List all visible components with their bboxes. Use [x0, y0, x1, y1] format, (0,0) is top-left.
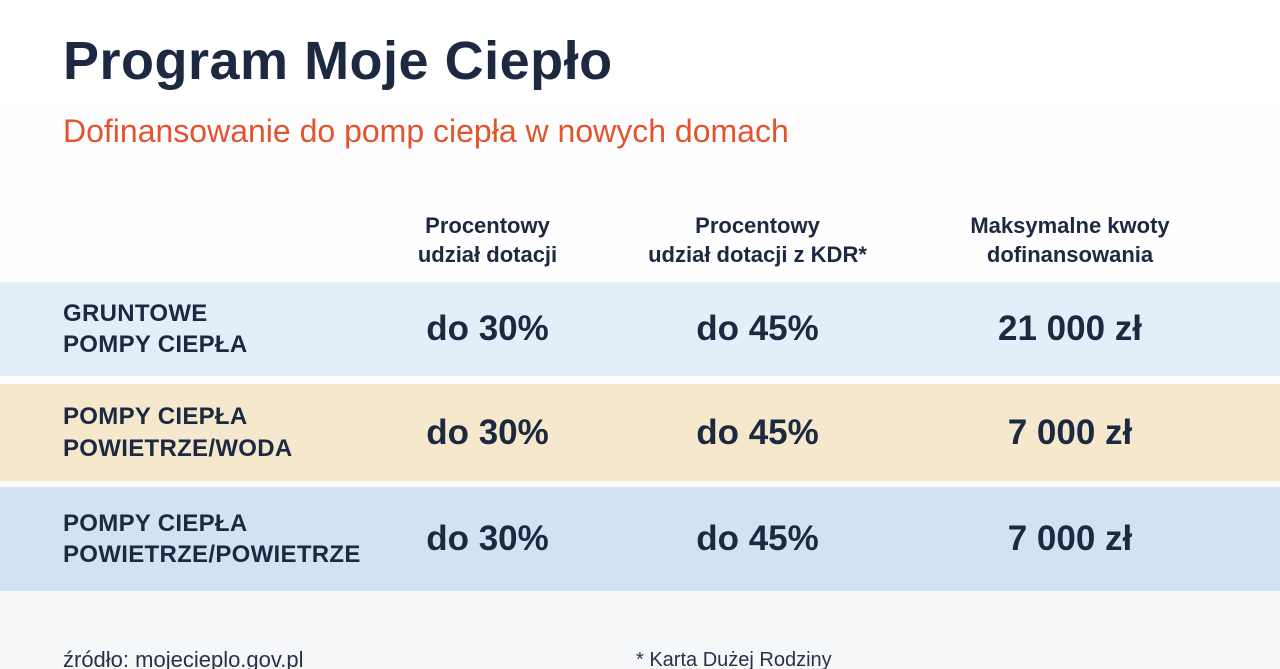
column-header-grant-kdr-line1: Procentowy — [695, 212, 820, 238]
table-row-ground-heat-pumps: GRUNTOWE POMPY CIEPŁA do 30% do 45% 21 0… — [0, 282, 1280, 377]
page-subtitle: Dofinansowanie do pomp ciepła w nowych d… — [63, 113, 789, 150]
row-label: POMPY CIEPŁA POWIETRZE/POWIETRZE — [0, 508, 370, 571]
column-header-max-amount-line2: dofinansowania — [986, 242, 1154, 268]
row-label-line2: POMPY CIEPŁA — [63, 331, 248, 359]
row-label: POMPY CIEPŁA POWIETRZE/WODA — [0, 401, 370, 464]
grant-value: do 30% — [426, 412, 549, 452]
table-row-air-water-heat-pumps: POMPY CIEPŁA POWIETRZE/WODA do 30% do 45… — [0, 384, 1280, 482]
max-amount-value: 21 000 zł — [998, 309, 1142, 349]
row-label-line2: POWIETRZE/WODA — [63, 434, 293, 462]
grant-value: do 30% — [426, 309, 549, 349]
column-header-max-amount-line1: Maksymalne kwoty — [970, 212, 1170, 238]
source-note: źródło: mojecieplo.gov.pl — [63, 647, 304, 669]
row-label-line2: POWIETRZE/POWIETRZE — [63, 541, 361, 569]
column-header-grant-kdr: Procentowy udział dotacji z KDR* — [605, 211, 910, 270]
grant-kdr-value: do 45% — [696, 519, 819, 559]
table-header-row: Procentowy udział dotacji Procentowy udz… — [0, 198, 1280, 282]
table-row-air-air-heat-pumps: POMPY CIEPŁA POWIETRZE/POWIETRZE do 30% … — [0, 487, 1280, 592]
grant-value: do 30% — [426, 519, 549, 559]
row-label-line1: POMPY CIEPŁA — [63, 509, 248, 537]
row-label: GRUNTOWE POMPY CIEPŁA — [0, 298, 370, 361]
column-header-grant-line2: udział dotacji — [417, 242, 558, 268]
column-header-max-amount: Maksymalne kwoty dofinansowania — [910, 211, 1230, 270]
column-header-grant-line1: Procentowy — [425, 212, 550, 238]
grant-kdr-value: do 45% — [696, 412, 819, 452]
page-title: Program Moje Ciepło — [63, 31, 613, 91]
max-amount-value: 7 000 zł — [1007, 519, 1133, 559]
row-label-line1: POMPY CIEPŁA — [63, 403, 248, 431]
column-header-grant-kdr-line2: udział dotacji z KDR* — [648, 242, 867, 268]
infographic: Program Moje Ciepło Dofinansowanie do po… — [0, 30, 1280, 669]
grant-kdr-value: do 45% — [696, 309, 819, 349]
kdr-footnote: * Karta Dużej Rodziny — [636, 649, 832, 669]
row-label-line1: GRUNTOWE — [63, 299, 208, 327]
column-header-grant: Procentowy udział dotacji — [370, 211, 605, 270]
max-amount-value: 7 000 zł — [1007, 412, 1133, 452]
